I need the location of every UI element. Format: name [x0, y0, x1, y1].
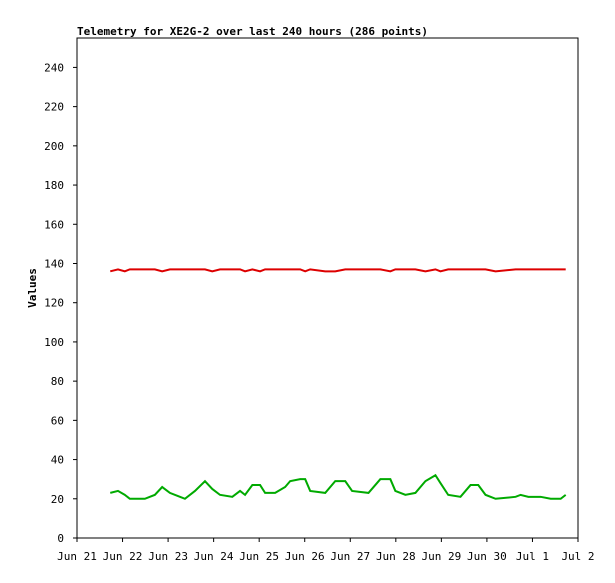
- y-axis-label: Values: [26, 268, 39, 308]
- x-tick-label: Jun 29: [421, 550, 461, 563]
- y-tick-label: 120: [44, 297, 64, 310]
- plot-frame: [76, 37, 579, 539]
- x-tick-label: Jun 22: [103, 550, 143, 563]
- y-tick-label: 60: [51, 414, 64, 427]
- y-tick-label: 180: [44, 179, 64, 192]
- y-tick-label: 100: [44, 336, 64, 349]
- x-tick-label: Jul 2: [561, 550, 594, 563]
- x-tick-label: Jun 25: [239, 550, 279, 563]
- x-tick-label: Jun 21: [57, 550, 97, 563]
- x-tick-label: Jul 1: [516, 550, 549, 563]
- y-tick-label: 0: [57, 532, 64, 545]
- y-tick-label: 200: [44, 140, 64, 153]
- x-tick-label: Jun 23: [148, 550, 188, 563]
- y-tick-label: 20: [51, 493, 64, 506]
- x-tick-label: Jun 27: [330, 550, 370, 563]
- series-line: [110, 268, 566, 273]
- x-tick-label: Jun 24: [194, 550, 234, 563]
- y-tick-label: 220: [44, 101, 64, 114]
- x-tick-label: Jun 26: [285, 550, 325, 563]
- series-line: [110, 473, 567, 500]
- y-tick-label: 240: [44, 61, 64, 74]
- chart-title: Telemetry for XE2G-2 over last 240 hours…: [77, 25, 428, 38]
- y-tick-label: 40: [51, 454, 64, 467]
- y-tick-label: 140: [44, 257, 64, 270]
- y-tick-label: 80: [51, 375, 64, 388]
- x-tick-label: Jun 28: [376, 550, 416, 563]
- x-tick-label: Jun 30: [467, 550, 507, 563]
- y-tick-label: 160: [44, 218, 64, 231]
